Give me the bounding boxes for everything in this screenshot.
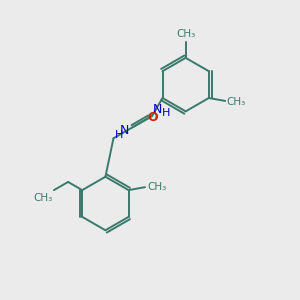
Text: H: H xyxy=(162,108,170,118)
Text: H: H xyxy=(115,130,124,140)
Text: CH₃: CH₃ xyxy=(33,193,52,202)
Text: O: O xyxy=(148,111,158,124)
Text: N: N xyxy=(120,124,129,137)
Text: CH₃: CH₃ xyxy=(227,97,246,106)
Text: N: N xyxy=(152,103,162,116)
Text: CH₃: CH₃ xyxy=(147,182,166,192)
Text: CH₃: CH₃ xyxy=(176,29,195,39)
